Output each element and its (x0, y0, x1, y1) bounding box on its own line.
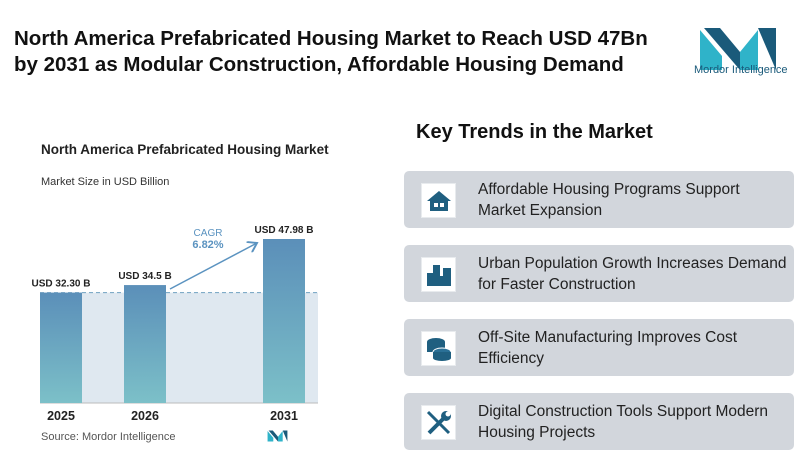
cagr-arrow (169, 243, 257, 290)
bar-2031 (263, 239, 305, 403)
trend-card: Off-Site Manufacturing Improves Cost Eff… (404, 319, 794, 376)
bar-2025 (40, 292, 82, 403)
data-label: USD 34.5 B (118, 271, 171, 282)
bar-chart: USD 32.30 B 2025 USD 34.5 B 2026 USD 47.98 B… (32, 225, 318, 423)
small-logo-icon (267, 430, 288, 442)
bar-2026 (124, 285, 166, 403)
trend-text: Off-Site Manufacturing Improves Cost Eff… (478, 329, 738, 367)
data-label: USD 47.98 B (255, 225, 314, 236)
logo-text: Mordor Intelligence (694, 64, 788, 76)
trend-card: Digital Construction Tools Support Moder… (404, 393, 794, 450)
trend-text: Affordable Housing Programs Support Mark… (478, 181, 740, 219)
cagr-value: 6.82% (192, 239, 223, 251)
tools-icon (421, 405, 456, 440)
trend-text: Urban Population Growth Increases Demand… (478, 255, 787, 293)
x-tick-label: 2031 (270, 409, 298, 423)
trend-card: Urban Population Growth Increases Demand… (404, 245, 794, 302)
page-title: North America Prefabricated Housing Mark… (14, 27, 648, 76)
coins-icon (421, 331, 456, 366)
trend-card: Affordable Housing Programs Support Mark… (404, 171, 794, 228)
x-tick-label: 2025 (47, 409, 75, 423)
cagr-label: CAGR (194, 228, 223, 239)
house-icon (421, 183, 456, 218)
chart-subtitle: Market Size in USD Billion (41, 176, 170, 188)
mordor-logo-icon (700, 28, 776, 70)
source-text: Source: Mordor Intelligence (41, 431, 176, 443)
x-tick-label: 2026 (131, 409, 159, 423)
trends-title: Key Trends in the Market (416, 121, 653, 143)
chart-title: North America Prefabricated Housing Mark… (41, 142, 329, 157)
data-label: USD 32.30 B (32, 279, 91, 290)
buildings-icon (421, 257, 456, 292)
trend-text: Digital Construction Tools Support Moder… (478, 403, 769, 441)
